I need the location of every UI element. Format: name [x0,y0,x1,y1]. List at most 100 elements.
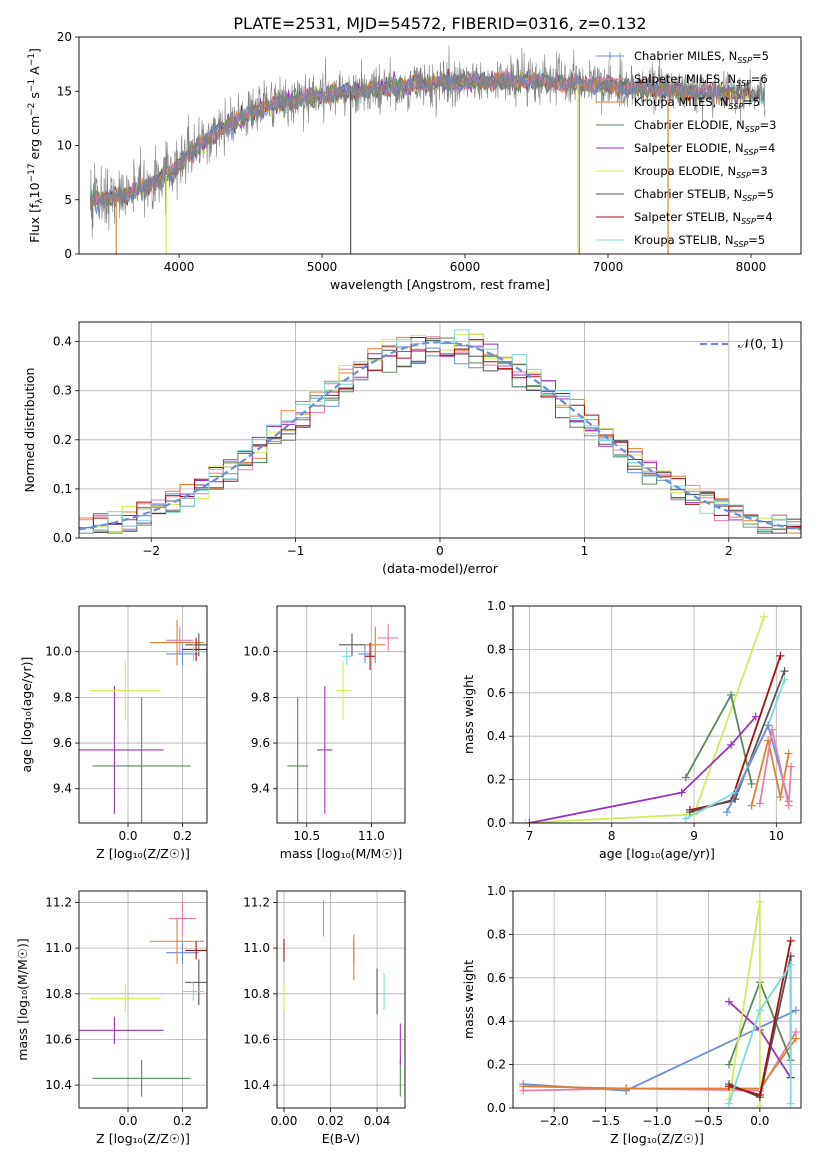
legend-label-salpeter_stelib: Salpeter STELIB, NSSP=4 [634,210,773,226]
plot-area [521,612,796,823]
x-tick-label: 9 [690,829,698,843]
legend-name: Salpeter STELIB, N [634,210,741,224]
axes-frame [78,890,208,1109]
y-tick-label: 10.6 [243,1032,270,1046]
y-axis-label: Flux [fλ10−17 erg cm−2 s−1 A−1] [27,48,45,243]
legend-name: Salpeter MILES, N [634,72,736,86]
y-tick-label: 0.4 [487,1014,506,1028]
y-tick-label: 10.0 [45,645,72,659]
legend-eq: =3 [751,164,768,178]
y-tick-label: 10.8 [45,987,72,1001]
y-tick-label: 9.6 [251,736,270,750]
mass-weight-line-kroupa_elodie [728,901,761,1106]
x-tick-label: −1 [287,544,305,558]
mass_vs_ebv-panel: 0.00 0.02 0.04 10.4 10.6 10.8 11.0 11.2 E(B-V) [243,890,406,1146]
legend-name: Kroupa MILES, N [634,95,729,109]
age_vs_mass-panel: 10.5 11.0 9.4 9.6 9.8 10.0 mass [log₁₀(M/M☉)] [243,605,406,861]
x-tick-label: −2.0 [540,1114,569,1128]
legend-label-chabrier_elodie: Chabrier ELODIE, NSSP=3 [634,118,776,134]
legend-sub: SSP [745,125,760,134]
x-tick-label: −0.5 [694,1114,723,1128]
y-tick-label: 0.0 [53,531,72,545]
age_vs_Z-panel: 0.0 0.2 9.4 9.6 9.8 10.0 Z [log₁₀(Z/Z☉)] age [l… [19,605,208,861]
y-axis-label: Normed distribution [22,368,37,493]
legend-eq: =5 [752,49,769,63]
x-tick-label: 0.0 [750,1114,769,1128]
y-tick-label: 9.8 [53,690,72,704]
mass-weight-line-kroupa_stelib [728,961,792,1104]
x-axis-label: Z [log₁₀(Z/Z☉)] [96,846,190,861]
y-tick-label: 11.0 [243,941,270,955]
massweight_vs_Z-panel: −2.0 −1.5 −1.0 −0.5 0.0 0.0 0.2 0.4 0.6 0.8 1.0 Z [… [461,884,802,1146]
y-tick-label: 0.4 [53,335,72,349]
x-axis-label: Z [log₁₀(Z/Z☉)] [610,1131,704,1146]
x-tick-label: 0.00 [271,1114,298,1128]
figure-title: PLATE=2531, MJD=54572, FIBERID=0316, z=0… [233,14,646,33]
x-tick-label: 0.02 [317,1114,344,1128]
legend-sub: SSP [742,194,757,203]
x-tick-label: 0 [436,544,444,558]
y-axis-label: age [log₁₀(age/yr)] [19,657,34,773]
x-tick-label: 0.0 [118,829,137,843]
legend-eq: =5 [743,95,760,109]
residual-histogram-kroupa_stelib [79,329,801,534]
legend-label-salpeter_elodie: Salpeter ELODIE, NSSP=4 [634,141,775,157]
y-axis-label: mass weight [461,960,476,1039]
x-axis-label: E(B-V) [322,1131,361,1146]
legend-sub: SSP [744,148,759,157]
x-axis-label: age [log₁₀(age/yr)] [599,846,715,861]
legend-eq: =6 [751,72,768,86]
x-tick-label: 7 [526,829,534,843]
x-tick-label: 2 [725,544,733,558]
legend-name: Chabrier MILES, N [634,49,737,63]
legend-label-kroupa_elodie: Kroupa ELODIE, NSSP=3 [634,164,768,180]
x-tick-label: 4000 [164,260,195,274]
legend-sub: SSP [734,240,749,249]
y-tick-label: 11.2 [243,895,270,909]
mass-weight-line-kroupa_elodie [525,616,765,823]
y-axis-label-part: 10 [27,182,42,198]
x-tick-label: 1 [581,544,589,558]
y-axis-label-part: −1 [27,53,37,66]
axes-frame [276,890,406,1109]
y-tick-label: 10.4 [45,1078,72,1092]
y-axis-label-part: Flux [f [27,203,42,243]
x-tick-label: −1.5 [591,1114,620,1128]
legend-label-chabrier_miles: Chabrier MILES, NSSP=5 [634,49,769,65]
legend-sub: SSP [729,102,744,111]
x-axis-label: (data-model)/error [382,561,499,576]
y-tick-label: 11.0 [45,941,72,955]
axes-frame [276,605,406,824]
legend-sub: SSP [737,56,752,65]
y-tick-label: 0.4 [487,729,506,743]
y-axis-label-part: s [27,92,42,103]
y-tick-label: 1.0 [487,884,506,898]
legend-label-gauss: 𝒩(0, 1) [738,336,784,351]
y-axis-label-part: λ [35,198,45,204]
y-tick-label: 10.4 [243,1078,270,1092]
x-tick-label: 8000 [736,260,767,274]
x-tick-label: 0.2 [173,829,192,843]
mass-weight-line-salpeter_miles [759,729,792,806]
x-tick-label: 8 [608,829,616,843]
x-tick-label: 0.0 [118,1114,137,1128]
plot-area [79,900,207,1097]
y-tick-label: 0.2 [487,1058,506,1072]
plot-area [519,897,800,1108]
axes-frame [512,605,802,824]
y-tick-label: 20 [57,30,72,44]
y-tick-label: 0.0 [487,816,506,830]
x-tick-label: −2 [142,544,160,558]
legend-label-kroupa_miles: Kroupa MILES, NSSP=5 [634,95,760,111]
y-tick-label: 0.8 [487,927,506,941]
y-axis-label-part: erg cm [27,116,42,164]
x-tick-label: −1.0 [642,1114,671,1128]
y-axis-label-part: ] [27,48,42,53]
y-tick-label: 0.8 [487,642,506,656]
massweight_vs_age-panel: 7 8 9 10 0.0 0.2 0.4 0.6 0.8 1.0 age [log₁₀(age/yr… [461,599,802,861]
y-tick-label: 0.1 [53,482,72,496]
legend-eq: =3 [760,118,777,132]
legend-name: Kroupa ELODIE, N [634,164,736,178]
x-tick-label: 11.0 [358,829,385,843]
